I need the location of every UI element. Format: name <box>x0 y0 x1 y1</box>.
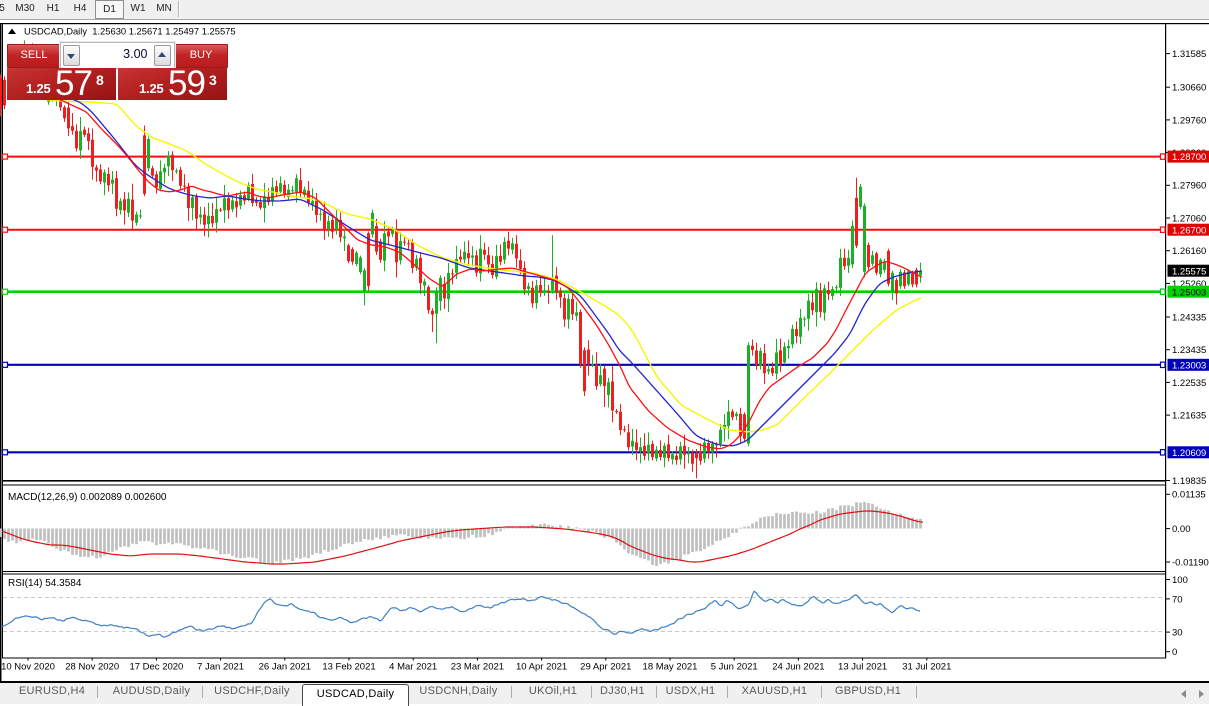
svg-text:29 Apr 2021: 29 Apr 2021 <box>580 662 631 673</box>
svg-text:1.21635: 1.21635 <box>1172 411 1206 422</box>
svg-text:24 Jun 2021: 24 Jun 2021 <box>772 662 824 673</box>
svg-text:5 Jun 2021: 5 Jun 2021 <box>711 662 758 673</box>
svg-text:1.30660: 1.30660 <box>1172 83 1206 94</box>
svg-text:1.20609: 1.20609 <box>1172 448 1206 459</box>
svg-text:1.26160: 1.26160 <box>1172 246 1206 257</box>
svg-text:13 Jul 2021: 13 Jul 2021 <box>838 662 887 673</box>
svg-text:26 Jan 2021: 26 Jan 2021 <box>259 662 311 673</box>
svg-text:0: 0 <box>1172 647 1177 658</box>
svg-text:7 Jan 2021: 7 Jan 2021 <box>197 662 244 673</box>
svg-text:0.01135: 0.01135 <box>1172 490 1206 501</box>
svg-text:1.29760: 1.29760 <box>1172 115 1206 126</box>
svg-text:1.28700: 1.28700 <box>1172 152 1206 163</box>
svg-text:1.22535: 1.22535 <box>1172 378 1206 389</box>
svg-text:1.27960: 1.27960 <box>1172 181 1206 192</box>
svg-text:MACD(12,26,9) 0.002089 0.00260: MACD(12,26,9) 0.002089 0.002600 <box>8 492 167 503</box>
svg-text:13 Feb 2021: 13 Feb 2021 <box>322 662 375 673</box>
svg-text:-0.011904: -0.011904 <box>1172 557 1209 568</box>
svg-text:4 Mar 2021: 4 Mar 2021 <box>389 662 437 673</box>
svg-text:1.24335: 1.24335 <box>1172 312 1206 323</box>
svg-text:30: 30 <box>1172 628 1183 639</box>
svg-text:17 Dec 2020: 17 Dec 2020 <box>129 662 183 673</box>
svg-text:10 Nov 2020: 10 Nov 2020 <box>1 662 55 673</box>
svg-text:1.31585: 1.31585 <box>1172 49 1206 60</box>
svg-text:1.25003: 1.25003 <box>1172 287 1206 298</box>
svg-text:1.23003: 1.23003 <box>1172 360 1206 371</box>
svg-text:1.25575: 1.25575 <box>1172 266 1206 277</box>
svg-text:USDCAD,Daily 1.25630 1.25671: USDCAD,Daily 1.25630 1.25671 1.25497 1.2… <box>24 26 236 37</box>
svg-text:23 Mar 2021: 23 Mar 2021 <box>451 662 504 673</box>
svg-text:0.00: 0.00 <box>1172 524 1191 535</box>
svg-text:10 Apr 2021: 10 Apr 2021 <box>516 662 567 673</box>
svg-text:70: 70 <box>1172 594 1183 605</box>
svg-text:31 Jul 2021: 31 Jul 2021 <box>902 662 951 673</box>
svg-text:1.23435: 1.23435 <box>1172 345 1206 356</box>
svg-text:28 Nov 2020: 28 Nov 2020 <box>65 662 119 673</box>
svg-text:1.19835: 1.19835 <box>1172 476 1206 487</box>
svg-text:RSI(14) 54.3584: RSI(14) 54.3584 <box>8 578 82 589</box>
svg-text:18 May 2021: 18 May 2021 <box>643 662 698 673</box>
svg-text:1.26700: 1.26700 <box>1172 225 1206 236</box>
svg-text:1.27060: 1.27060 <box>1172 213 1206 224</box>
svg-text:100: 100 <box>1172 575 1188 586</box>
